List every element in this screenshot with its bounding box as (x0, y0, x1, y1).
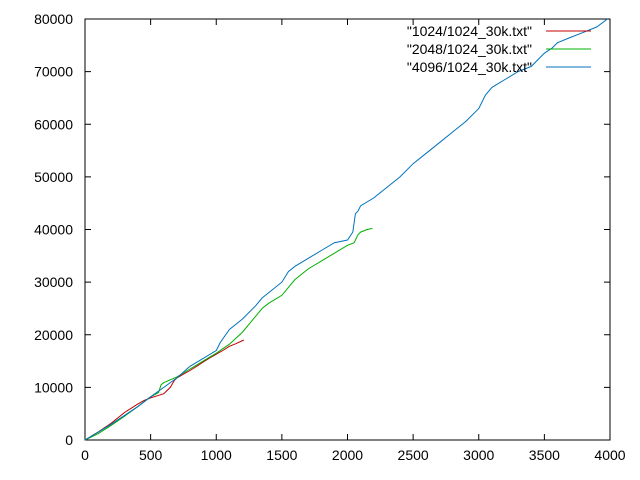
legend-label-2: "2048/1024_30k.txt" (407, 41, 532, 57)
legend: "1024/1024_30k.txt" "2048/1024_30k.txt" "4… (407, 23, 591, 75)
x-tick-label: 500 (139, 447, 163, 463)
y-tick-label: 50000 (34, 169, 73, 185)
x-tick-label: 0 (81, 447, 89, 463)
y-tick-label: 30000 (34, 274, 73, 290)
series-layer (84, 18, 608, 441)
x-tick-label: 3500 (529, 447, 560, 463)
x-tick-label: 2500 (398, 447, 429, 463)
series-line-2 (84, 227, 373, 441)
series-line-1 (84, 339, 245, 441)
axis-ticks: 0 500 1000 1500 2000 2500 3000 3500 400001000020… (34, 11, 626, 463)
legend-label-3: "4096/1024_30k.txt" (407, 59, 532, 75)
y-tick-label: 80000 (34, 11, 73, 27)
plot-frame (84, 18, 611, 441)
x-tick-label: 3000 (463, 447, 494, 463)
x-tick-label: 2000 (332, 447, 363, 463)
y-tick-label: 60000 (34, 116, 73, 132)
y-tick-label: 20000 (34, 327, 73, 343)
y-tick-label: 10000 (34, 379, 73, 395)
x-tick-label: 1000 (201, 447, 232, 463)
y-tick-label: 0 (65, 432, 73, 448)
x-tick-label: 1500 (266, 447, 297, 463)
x-tick-label: 4000 (594, 447, 625, 463)
y-tick-label: 40000 (34, 222, 73, 238)
series-line-3 (84, 18, 608, 441)
legend-label-1: "1024/1024_30k.txt" (407, 23, 532, 39)
y-tick-label: 70000 (34, 64, 73, 80)
